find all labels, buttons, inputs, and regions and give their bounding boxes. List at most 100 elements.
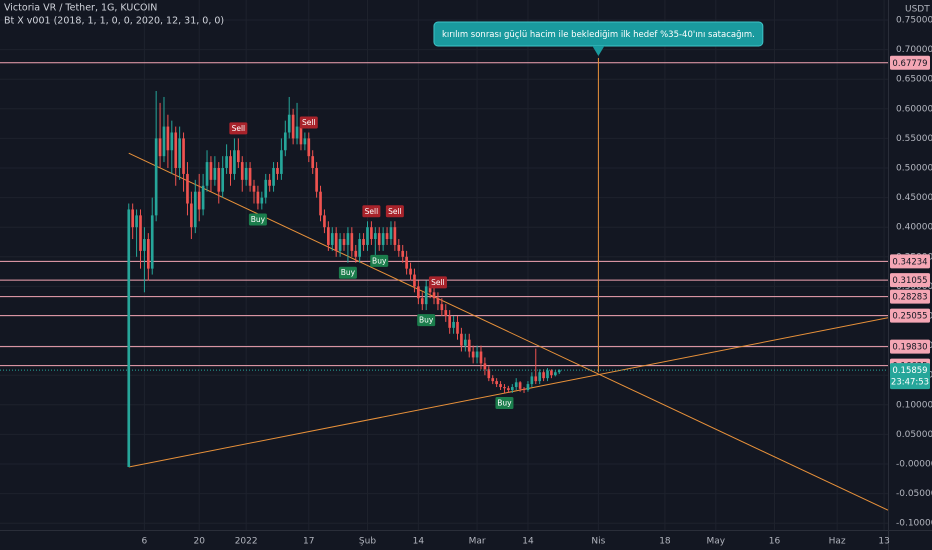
y-tick-label: -0.05000 xyxy=(896,489,932,499)
candle-body xyxy=(346,233,350,245)
candle-body xyxy=(479,351,483,364)
candle-body xyxy=(225,156,228,169)
candle-body xyxy=(264,179,268,198)
candle-body xyxy=(182,138,185,174)
y-tick-label: 0.10000 xyxy=(896,400,932,410)
candle-body xyxy=(174,132,178,169)
x-tick-label: 17 xyxy=(303,537,314,547)
candle-body xyxy=(323,215,326,228)
y-tick-label: 0.70000 xyxy=(896,45,932,55)
signal-box xyxy=(417,314,436,327)
candle-body xyxy=(381,233,385,245)
candle-body xyxy=(424,286,428,305)
candle-body xyxy=(272,168,275,186)
y-tick-label: 0.65000 xyxy=(896,75,932,85)
candle-body xyxy=(303,138,307,145)
candle-body xyxy=(190,203,193,228)
candle-body xyxy=(491,378,495,382)
y-tick-label: -0.10000 xyxy=(896,519,932,529)
x-tick-label: 16 xyxy=(769,537,781,547)
level-price-label: 0.67779 xyxy=(892,59,927,69)
x-tick-label: 6 xyxy=(142,537,148,547)
candle-body xyxy=(397,244,401,251)
candle-body xyxy=(158,138,162,157)
chart-title: Victoria VR / Tether, 1G, KUCOIN xyxy=(4,3,157,14)
trend-line xyxy=(128,152,888,511)
candle-body xyxy=(358,239,361,257)
current-price-label: 0.15859 xyxy=(892,366,927,376)
candle-body xyxy=(127,209,131,467)
candle-body xyxy=(237,150,240,163)
level-price-label: 0.25055 xyxy=(892,312,927,322)
candle-body xyxy=(139,215,142,251)
signal-box xyxy=(248,213,267,226)
candle-body xyxy=(256,191,260,204)
candle-body xyxy=(448,315,452,328)
candle-body xyxy=(311,156,315,169)
signal-label: Sell xyxy=(365,207,379,216)
candle-body xyxy=(233,150,236,174)
candle-body xyxy=(350,233,354,251)
y-tick-label: 0.45000 xyxy=(896,193,932,203)
level-price-box xyxy=(890,55,930,70)
y-tick-label: 0.55000 xyxy=(896,134,932,144)
candle-body xyxy=(330,233,334,245)
level-price-box xyxy=(890,339,930,354)
candle-body xyxy=(417,286,420,299)
signal-box xyxy=(229,122,248,135)
signal-box xyxy=(428,276,447,289)
candle-body xyxy=(268,179,271,186)
current-price-box xyxy=(890,363,930,390)
x-tick-label: 14 xyxy=(413,537,425,547)
candle-body xyxy=(393,227,397,245)
candle-body xyxy=(319,191,322,216)
candle-body xyxy=(467,339,471,352)
signal-label: Buy xyxy=(497,398,512,407)
signal: Buy xyxy=(370,254,389,267)
level-price-box xyxy=(890,254,930,269)
candle-body xyxy=(280,150,283,174)
x-tick-label: Şub xyxy=(359,537,376,547)
candle-body xyxy=(170,132,174,151)
annotation-pointer xyxy=(592,46,605,56)
candle-body xyxy=(283,132,287,151)
level-price-label: 0.19830 xyxy=(892,343,927,353)
candle-body xyxy=(366,227,369,245)
x-tick-label: 14 xyxy=(522,537,534,547)
signal: Sell xyxy=(229,122,248,135)
candle-body xyxy=(475,351,479,358)
signal-label: Sell xyxy=(232,124,246,133)
candle-body xyxy=(248,168,252,186)
candle-body xyxy=(244,168,248,180)
candle-body xyxy=(291,114,295,139)
candle-body xyxy=(483,363,487,370)
level-price-label: 0.34234 xyxy=(892,257,927,267)
candle-body xyxy=(471,351,475,358)
x-tick-label: Nis xyxy=(591,537,605,547)
signal: Buy xyxy=(248,213,267,226)
candle-body xyxy=(409,268,412,275)
candle-body xyxy=(362,239,365,245)
candle-body xyxy=(514,382,518,388)
candle-body xyxy=(299,126,303,145)
candle-body xyxy=(162,126,166,157)
y-tick-label: 0.50000 xyxy=(896,164,932,174)
signal: Sell xyxy=(362,205,381,218)
plot-area: Sell Buy Sell Buy Sell Buy Sell Buy Sell Buy xyxy=(0,0,888,530)
annotation-text: kırılım sonrası güçlü hacim ile beklediğ… xyxy=(442,30,755,40)
candle-body xyxy=(487,369,491,379)
signal-box xyxy=(338,266,357,279)
candle-body xyxy=(440,304,444,311)
candle-body xyxy=(405,256,408,269)
candle-body xyxy=(389,227,393,240)
candle-body xyxy=(542,372,545,379)
candle-body xyxy=(213,168,217,180)
x-tick-label: Haz xyxy=(829,537,846,547)
candle-body xyxy=(338,239,342,251)
candle-body xyxy=(154,138,158,216)
candle-body xyxy=(205,162,209,186)
candle-body xyxy=(307,138,311,157)
